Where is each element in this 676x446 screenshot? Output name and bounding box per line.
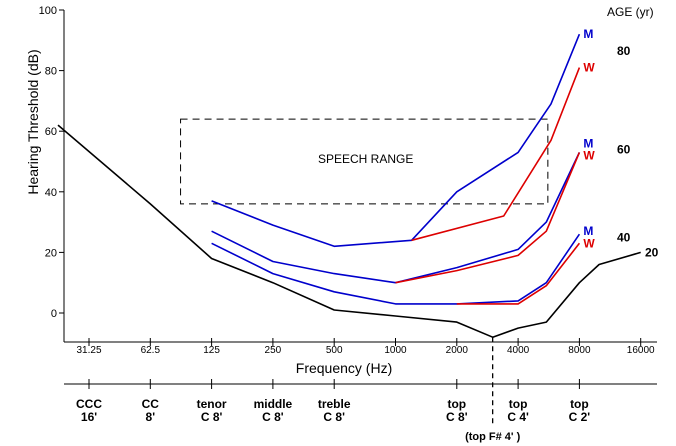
octave-label-line2: C 2' xyxy=(569,410,591,424)
y-tick-label: 40 xyxy=(45,187,57,199)
y-axis-title: Hearing Threshold (dB) xyxy=(25,49,41,194)
octave-label-line1: CCC xyxy=(76,397,102,411)
series-line-age-40-women xyxy=(395,152,581,284)
age-label-80: 80 xyxy=(617,44,631,58)
octave-label-line2: C 8' xyxy=(262,410,284,424)
series-line-age-60-men xyxy=(211,33,581,248)
y-tick-label: 60 xyxy=(45,126,57,138)
x-tick-label: 62.5 xyxy=(141,345,161,356)
x-tick-label: 1000 xyxy=(384,345,407,356)
octave-label-line2: C 8' xyxy=(201,410,223,424)
y-tick-label: 0 xyxy=(51,308,57,320)
x-tick-label: 4000 xyxy=(507,345,530,356)
speech-range-box xyxy=(180,118,549,205)
age-label-40: 40 xyxy=(617,230,631,244)
x-tick-label: 31.25 xyxy=(76,345,101,356)
series-label-men: M xyxy=(583,224,593,238)
octave-label-line2: C 8' xyxy=(446,410,468,424)
octave-label-line1: CC xyxy=(142,397,160,411)
series-line-age-80-women xyxy=(456,242,581,305)
series-label-women: W xyxy=(583,61,595,75)
octave-label-line1: top xyxy=(447,397,466,411)
legend-title: AGE (yr) xyxy=(607,5,654,19)
x-tick-label: 2000 xyxy=(446,345,469,356)
speech-range-label: SPEECH RANGE xyxy=(318,152,413,166)
x-tick-label: 16000 xyxy=(627,345,655,356)
series-label-men: M xyxy=(583,27,593,41)
octave-label-line1: treble xyxy=(318,397,351,411)
y-tick-label: 20 xyxy=(45,247,57,259)
octave-label-line2: C 8' xyxy=(323,410,345,424)
octave-label-line2: 8' xyxy=(146,410,156,424)
x-tick-label: 8000 xyxy=(568,345,591,356)
series-line-age-20-both xyxy=(57,124,641,339)
octave-label-line1: tenor xyxy=(197,397,227,411)
series-line-age-40-men xyxy=(211,152,581,284)
y-tick-label: 100 xyxy=(39,5,57,17)
x-tick-label: 500 xyxy=(326,345,343,356)
top-f-sharp-label: (top F# 4' ) xyxy=(465,431,521,443)
series-label-women: W xyxy=(583,236,595,250)
series-label-women: W xyxy=(583,148,595,162)
x-tick-label: 125 xyxy=(203,345,220,356)
octave-label-line2: C 4' xyxy=(507,410,529,424)
age-label-20: 20 xyxy=(645,245,659,259)
x-axis-title: Frequency (Hz) xyxy=(296,360,392,376)
y-tick-label: 80 xyxy=(45,66,57,78)
series-label-men: M xyxy=(583,136,593,150)
octave-label-line2: 16' xyxy=(81,410,97,424)
series-line-age-60-women xyxy=(411,67,581,242)
octave-label-line1: top xyxy=(570,397,589,411)
x-tick-label: 250 xyxy=(265,345,282,356)
octave-label-line1: middle xyxy=(254,397,293,411)
age-label-60: 60 xyxy=(617,142,631,156)
series-line-age-80-men xyxy=(211,233,581,305)
octave-label-line1: top xyxy=(509,397,528,411)
